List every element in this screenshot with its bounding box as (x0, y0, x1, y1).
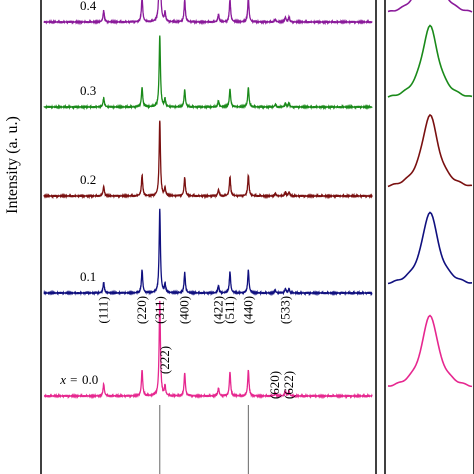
reference-pattern-group (159, 405, 249, 474)
zoom-line-x-0.2 (387, 113, 473, 188)
zoom-series-group (387, 0, 473, 388)
series-label-x-0.0: 0.0 (82, 372, 98, 387)
miller-label: (620) (267, 371, 282, 399)
miller-label: (440) (240, 296, 255, 324)
series-label-x-0.2: 0.2 (80, 172, 96, 187)
series-label-x-0.3: 0.3 (80, 83, 96, 98)
zoom-line-x-0.4 (387, 0, 473, 13)
miller-label: (422) (211, 296, 226, 324)
series-label-x-0.1: 0.1 (80, 269, 96, 284)
series-line-x-0.4 (43, 0, 373, 26)
zoom-line-x-0.1 (387, 211, 473, 285)
y-axis-label: Intensity (a. u.) (4, 116, 21, 214)
miller-label: (400) (177, 296, 192, 324)
miller-label: (111) (96, 296, 111, 323)
zoom-line-x-0.0 (387, 314, 473, 388)
series-label-x-0.4: 0.4 (80, 0, 97, 13)
miller-label: (220) (134, 296, 149, 324)
series-line-x-0.3 (43, 35, 373, 111)
miller-label: (311) (152, 296, 167, 324)
miller-label: (222) (157, 346, 172, 374)
main-series-group (43, 0, 373, 400)
miller-label: (622) (281, 371, 296, 399)
miller-label: (511) (222, 296, 237, 324)
series-labels: 0.0 0.1 0.2 0.3 0.4 x = (59, 0, 98, 387)
zoom-line-x-0.3 (387, 24, 473, 98)
miller-label: (533) (277, 296, 292, 324)
series-line-x-0.1 (43, 208, 373, 297)
series-line-x-0.0 (43, 300, 373, 400)
series-line-x-0.2 (43, 120, 373, 200)
series-label-prefix: x = (59, 372, 78, 387)
miller-index-labels: (111) (220) (311) (222) (400) (422)(511) (440)… (96, 296, 296, 399)
